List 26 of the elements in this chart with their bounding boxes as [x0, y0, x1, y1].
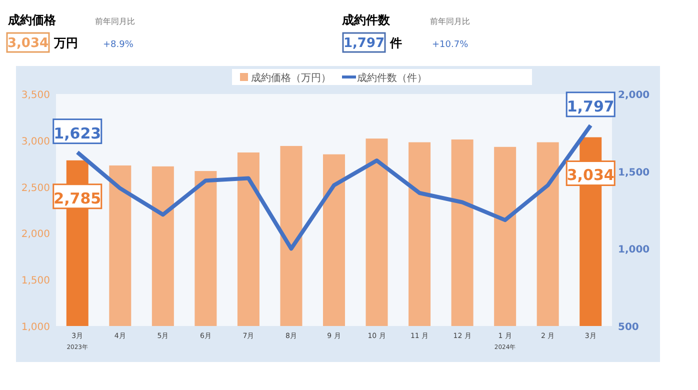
- text: 1,797: [343, 36, 385, 51]
- y-tick-label: 1,500: [21, 276, 50, 287]
- y2-tick-label: 1,500: [618, 167, 650, 178]
- text: 成約価格: [7, 13, 57, 27]
- data-label: 3,034: [566, 166, 614, 184]
- y-tick-label: 2,500: [21, 182, 50, 194]
- text: +10.7%: [432, 40, 469, 50]
- y-tick-label: 3,000: [21, 136, 50, 148]
- y2-tick-label: 1,000: [618, 244, 650, 256]
- data-label: 1,623: [54, 124, 102, 142]
- y2-tick-label: 2,000: [618, 90, 650, 101]
- text: 前年同月比: [430, 17, 470, 26]
- y-tick-label: 3,500: [21, 90, 50, 101]
- y2-tick-label: 500: [618, 322, 639, 333]
- text: +8.9%: [103, 40, 134, 50]
- y-tick-label: 2,000: [21, 229, 50, 240]
- data-label: 1,797: [566, 97, 614, 116]
- legend-label: 成約価格（万円）: [251, 72, 331, 84]
- text: 前年同月比: [95, 17, 135, 26]
- text: 万円: [53, 36, 78, 50]
- text: 件: [389, 36, 402, 50]
- data-label: 2,785: [54, 189, 102, 208]
- y-tick-label: 1,000: [21, 322, 50, 333]
- text: 成約件数: [341, 13, 391, 27]
- text: 3,034: [7, 36, 49, 51]
- legend-label: 成約件数（件）: [357, 72, 427, 84]
